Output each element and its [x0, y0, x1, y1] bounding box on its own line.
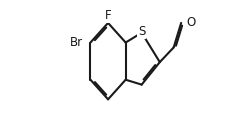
- Text: Br: Br: [70, 36, 83, 49]
- Text: O: O: [186, 16, 196, 29]
- Text: S: S: [138, 25, 145, 38]
- Text: F: F: [105, 9, 111, 22]
